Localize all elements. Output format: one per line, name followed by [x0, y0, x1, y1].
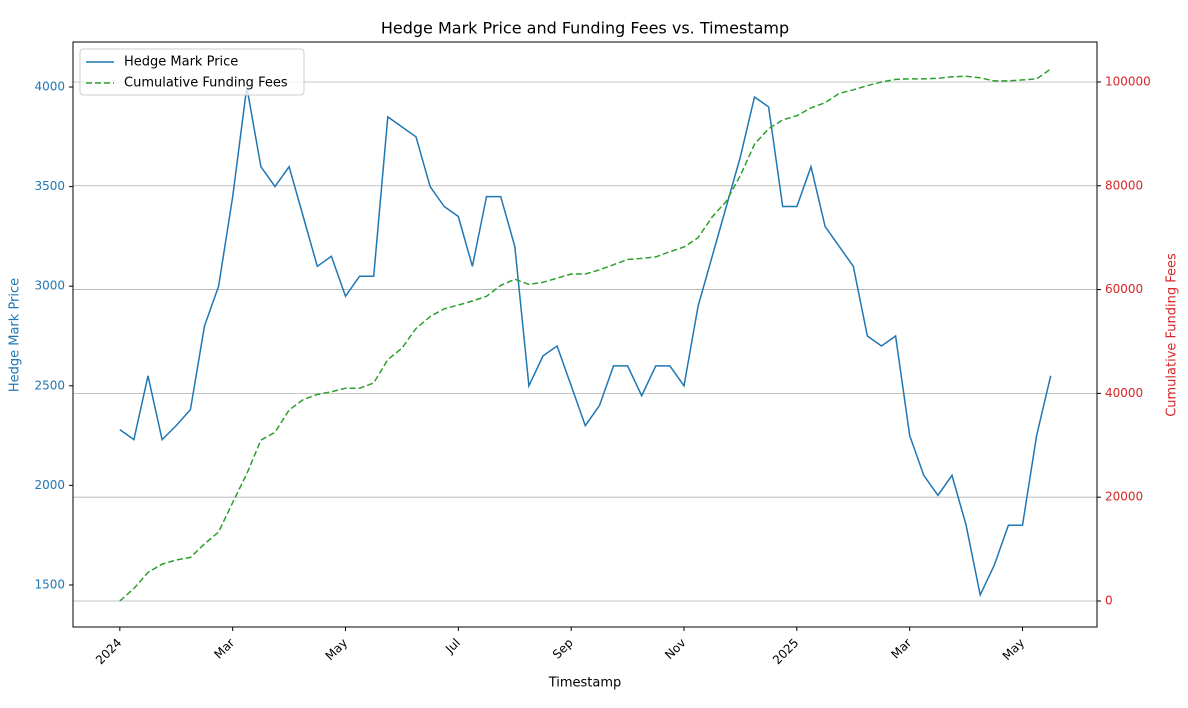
x-axis-label: Timestamp: [548, 676, 622, 691]
y2-tick-label: 20000: [1105, 490, 1143, 504]
x-tick-label: May: [323, 636, 350, 663]
y-tick-label: 3000: [34, 279, 65, 293]
y-axis-label: Hedge Mark Price: [8, 278, 23, 392]
legend-box: [79, 48, 305, 96]
line-series: [119, 86, 1052, 598]
legend-label: Cumulative Funding Fees: [124, 76, 288, 91]
y2-tick-label: 40000: [1105, 386, 1143, 400]
y2-tick-label: 80000: [1105, 178, 1143, 192]
y-tick-label: 3500: [34, 179, 65, 193]
y2-tick-label: 60000: [1105, 282, 1143, 296]
y-tick-label: 1500: [34, 577, 65, 591]
legend-label: Hedge Mark Price: [124, 55, 238, 70]
x-tick-label: Jul: [442, 636, 463, 657]
x-tick-label: Sep: [550, 636, 576, 662]
x-tick-label: Mar: [211, 636, 237, 662]
y-tick-label: 2500: [34, 378, 65, 392]
plot-frame: [72, 41, 1098, 628]
x-tick-label: 2025: [770, 636, 801, 667]
x-tick-label: Nov: [662, 636, 688, 662]
y2-axis-label: Cumulative Funding Fees: [1165, 253, 1180, 417]
x-tick-label: 2024: [93, 636, 124, 667]
x-tick-label: Mar: [888, 636, 914, 662]
chart-title: Hedge Mark Price and Funding Fees vs. Ti…: [381, 19, 789, 38]
x-tick-label: May: [1000, 636, 1027, 663]
line-series: [119, 68, 1052, 602]
y2-tick-label: 100000: [1105, 74, 1151, 88]
y-tick-label: 4000: [34, 80, 65, 94]
y-tick-label: 2000: [34, 478, 65, 492]
y2-tick-label: 0: [1105, 593, 1113, 607]
